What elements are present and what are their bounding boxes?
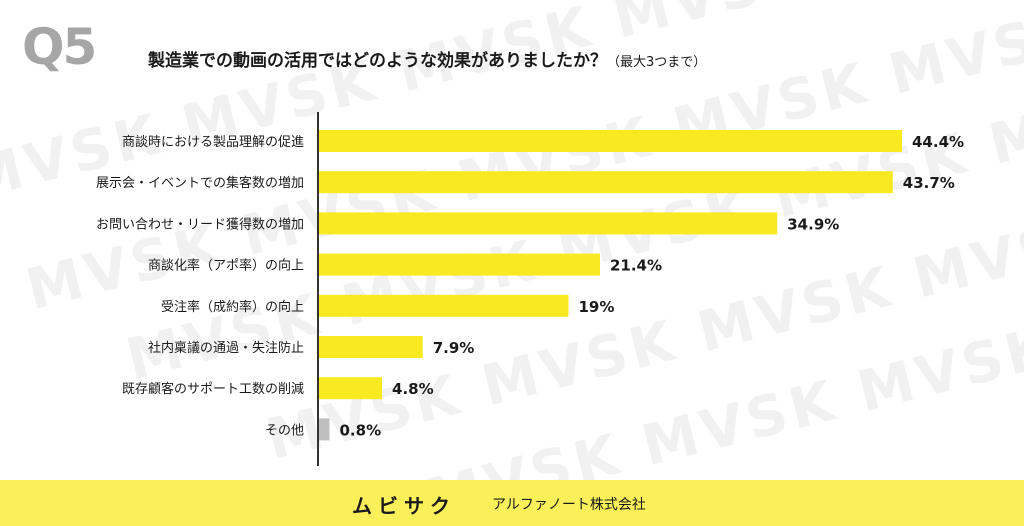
- category-label: 商談化率（アポ率）の向上: [148, 258, 304, 274]
- category-label: 社内稟議の通過・失注防止: [148, 340, 304, 356]
- value-label: 44.4%: [912, 133, 964, 151]
- bar: [319, 253, 600, 276]
- footer: ムビサク アルファノート株式会社: [0, 480, 1024, 526]
- category-label: 展示会・イベントでの集客数の増加: [96, 175, 304, 191]
- category-label: 受注率（成約率）の向上: [161, 299, 304, 315]
- question-number: Q5: [22, 18, 97, 76]
- bar: [319, 294, 569, 317]
- category-label: 既存顧客のサポート工数の削減: [122, 381, 304, 397]
- brand-logo: ムビサク: [352, 494, 456, 518]
- value-label: 19%: [578, 298, 614, 316]
- value-label: 7.9%: [433, 339, 475, 357]
- category-label: 商談時における製品理解の促進: [122, 134, 304, 150]
- company-name: アルファノート株式会社: [492, 497, 646, 513]
- value-label: 4.8%: [392, 380, 434, 398]
- value-label: 21.4%: [610, 257, 662, 275]
- bar: [319, 171, 893, 194]
- bar: [319, 130, 902, 152]
- bar-chart: 商談時における製品理解の促進 44.4% 展示会・イベントでの集客数の増加 43.7%…: [96, 112, 964, 466]
- value-label: 34.9%: [787, 215, 839, 233]
- category-label: その他: [265, 423, 304, 438]
- bar: [319, 336, 423, 358]
- bar: [319, 418, 330, 441]
- question-text: 製造業での動画の活用ではどのような効果がありましたか？: [148, 51, 607, 71]
- bar: [319, 212, 778, 235]
- value-label: 0.8%: [340, 421, 382, 439]
- value-label: 43.7%: [903, 174, 955, 192]
- bar: [319, 377, 383, 400]
- question-note: （最大3つまで）: [607, 55, 707, 70]
- question-title: 製造業での動画の活用ではどのような効果がありましたか？（最大3つまで）: [148, 46, 706, 71]
- category-label: お問い合わせ・リード獲得数の増加: [96, 216, 304, 232]
